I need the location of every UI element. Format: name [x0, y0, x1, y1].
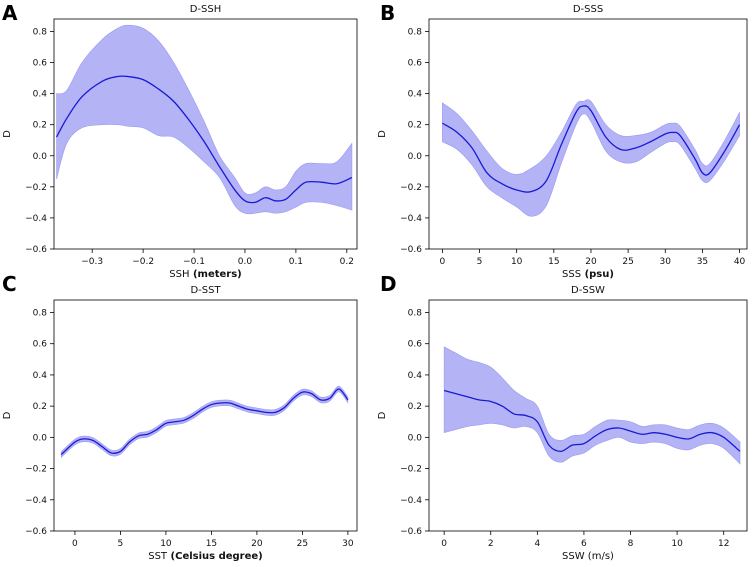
plot-frame [53, 18, 358, 250]
mean-line [443, 389, 741, 453]
y-tick-label: 0.2 [33, 402, 47, 412]
panel-letter: C [2, 272, 17, 296]
y-tick-label: −0.6 [25, 527, 47, 537]
x-tick-label: 0 [441, 539, 447, 549]
confidence-band [60, 385, 349, 459]
y-tick-label: −0.4 [25, 496, 47, 506]
x-tick-label: 6 [581, 539, 587, 549]
x-tick-label: 20 [585, 257, 597, 267]
x-tick-label: −0.3 [81, 257, 103, 267]
y-tick-label: −0.4 [25, 214, 47, 224]
mean-line [55, 75, 353, 204]
y-tick-label: −0.2 [400, 465, 422, 475]
panel-a: A D-SSH −0.6 −0.4 −0.2 0.0 0.2 0.4 0.6 0.8 −0.3 −0.… [2, 1, 358, 280]
y-tick-label: 0.8 [408, 308, 423, 318]
y-tick-label: 0.6 [33, 340, 48, 350]
y-axis-label: D [377, 411, 388, 419]
y-tick-label: 0.0 [408, 433, 423, 443]
x-tick-label: 10 [511, 257, 523, 267]
chart-title: D-SSS [573, 4, 603, 15]
x-tick-label: 0 [440, 257, 446, 267]
panel-d: D D-SSW −0.6 −0.4 −0.2 0.0 0.2 0.4 0.6 0.8 0 2 4 6 8 10… [377, 272, 748, 562]
y-tick-label: 0.2 [33, 121, 47, 131]
confidence-band [442, 99, 740, 217]
y-axis-label: D [2, 411, 13, 419]
chart-title: D-SSW [571, 285, 605, 296]
x-axis-label: SSS (psu) [562, 269, 614, 280]
x-tick-label: 40 [734, 257, 746, 267]
y-tick-label: 0.4 [408, 371, 423, 381]
x-tick-label: 25 [622, 257, 633, 267]
y-tick-label: 0.4 [408, 90, 423, 100]
y-tick-label: −0.4 [400, 214, 422, 224]
x-axis-label: SST (Celsius degree) [148, 551, 263, 562]
mean-line [60, 388, 349, 455]
y-tick-label: −0.4 [400, 496, 422, 506]
y-tick-label: −0.6 [400, 527, 422, 537]
x-tick-label: −0.1 [183, 257, 205, 267]
x-tick-label: −0.2 [132, 257, 154, 267]
x-tick-label: 5 [118, 539, 124, 549]
plot-frame [428, 18, 748, 250]
y-tick-label: 0.8 [408, 27, 423, 37]
x-tick-label: 25 [297, 539, 308, 549]
y-tick-label: 0.2 [408, 402, 422, 412]
y-tick-label: −0.6 [25, 245, 47, 255]
y-tick-label: 0.4 [33, 371, 48, 381]
x-tick-label: 15 [206, 539, 217, 549]
x-tick-label: 5 [477, 257, 483, 267]
x-tick-label: 0.0 [238, 257, 253, 267]
panel-b: B D-SSS −0.6 −0.4 −0.2 0.0 0.2 0.4 0.6 0.8 0 5 10 15 2… [377, 1, 748, 280]
y-tick-label: 0.6 [408, 340, 423, 350]
y-tick-label: 0.2 [408, 121, 422, 131]
panel-letter: A [2, 1, 18, 25]
x-axis-label: SSW (m/s) [562, 551, 614, 562]
confidence-band [56, 24, 353, 215]
panel-c: C D-SST −0.6 −0.4 −0.2 0.0 0.2 0.4 0.6 0.8 0 5 10 15 2… [2, 272, 358, 562]
y-tick-label: −0.2 [400, 183, 422, 193]
y-tick-label: 0.8 [33, 308, 48, 318]
y-tick-label: 0.6 [408, 59, 423, 69]
y-tick-label: −0.2 [25, 465, 47, 475]
chart-title: D-SSH [190, 4, 222, 15]
plot-frame [53, 299, 358, 532]
x-tick-label: 30 [342, 539, 354, 549]
x-tick-label: 12 [718, 539, 729, 549]
x-tick-label: 2 [488, 539, 494, 549]
y-tick-label: 0.0 [408, 152, 423, 162]
chart-title: D-SST [190, 285, 221, 296]
y-tick-label: 0.6 [33, 59, 48, 69]
confidence-band [443, 346, 741, 465]
x-tick-label: 15 [548, 257, 559, 267]
y-tick-label: 0.0 [33, 152, 48, 162]
y-tick-label: 0.0 [33, 433, 48, 443]
panel-letter: B [380, 1, 395, 25]
x-tick-label: 0 [72, 539, 78, 549]
x-tick-label: 10 [160, 539, 172, 549]
x-tick-label: 10 [671, 539, 683, 549]
x-tick-label: 0.2 [340, 257, 354, 267]
x-tick-label: 4 [534, 539, 540, 549]
y-tick-label: −0.6 [400, 245, 422, 255]
x-tick-label: 30 [660, 257, 672, 267]
x-tick-label: 20 [251, 539, 263, 549]
x-tick-label: 8 [628, 539, 634, 549]
panel-letter: D [380, 272, 397, 296]
x-axis-label: SSH (meters) [169, 269, 242, 280]
x-tick-label: 0.1 [289, 257, 303, 267]
y-tick-label: −0.2 [25, 183, 47, 193]
y-axis-label: D [2, 130, 13, 138]
x-tick-label: 35 [697, 257, 708, 267]
plot-frame [428, 299, 748, 532]
y-tick-label: 0.4 [33, 90, 48, 100]
y-tick-label: 0.8 [33, 27, 48, 37]
mean-line [442, 105, 741, 193]
y-axis-label: D [377, 130, 388, 138]
